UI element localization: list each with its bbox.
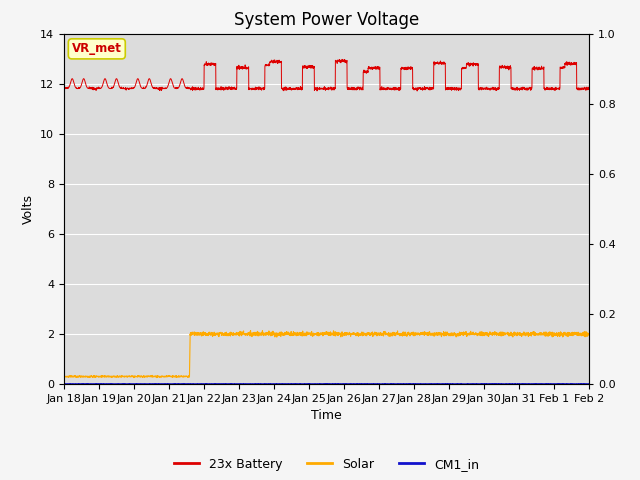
Legend: 23x Battery, Solar, CM1_in: 23x Battery, Solar, CM1_in — [169, 453, 484, 476]
X-axis label: Time: Time — [311, 409, 342, 422]
Text: VR_met: VR_met — [72, 42, 122, 55]
Y-axis label: Volts: Volts — [22, 194, 35, 224]
Title: System Power Voltage: System Power Voltage — [234, 11, 419, 29]
